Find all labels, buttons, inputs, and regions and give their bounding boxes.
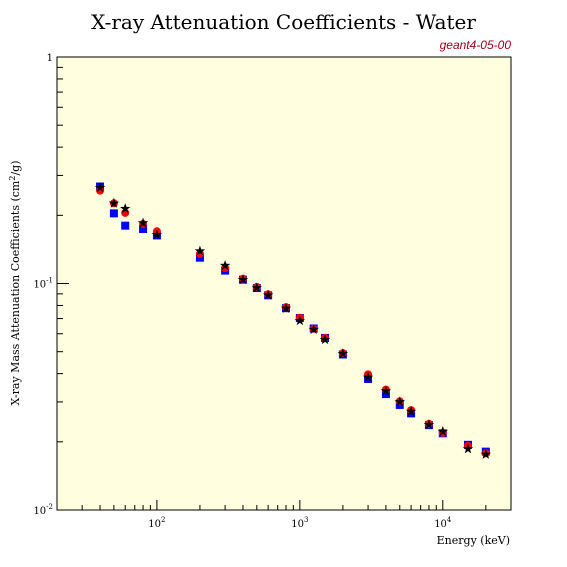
- data-point-star: [119, 203, 131, 214]
- data-point-star: [94, 182, 106, 193]
- x-tick-label-base: 10: [434, 519, 447, 530]
- y-axis-label-end: /g): [9, 160, 22, 175]
- data-point-star: [237, 274, 249, 285]
- x-tick-label-exp: 2: [161, 516, 165, 524]
- data-point-star: [394, 396, 405, 407]
- chart-title: X-ray Attenuation Coefficients - Water: [91, 10, 476, 34]
- y-tick-label: 10-2: [33, 503, 53, 517]
- x-tick-label-base: 10: [291, 519, 304, 530]
- y-axis-label: X-ray Mass Attenuation Coefficients (cm2…: [8, 160, 22, 405]
- data-point-star: [337, 348, 349, 359]
- y-axis-label-main: X-ray Mass Attenuation Coefficients (cm: [9, 180, 22, 405]
- data-point-star: [137, 217, 149, 228]
- data-point-star: [280, 302, 292, 313]
- x-tick-label: 104: [434, 516, 452, 530]
- data-point-square: [381, 390, 390, 399]
- data-point-star: [194, 245, 206, 256]
- data-point-star: [480, 448, 492, 459]
- data-point-star: [294, 315, 306, 326]
- plot-area: [56, 56, 512, 511]
- y-tick-label: 10-1: [33, 277, 53, 291]
- data-point-star: [251, 282, 263, 293]
- data-point-star: [308, 324, 319, 335]
- data-point-star: [437, 426, 449, 436]
- x-tick-label: 103: [291, 516, 308, 530]
- data-point-star: [362, 371, 374, 382]
- x-tick-label-exp: 3: [304, 516, 308, 524]
- x-tick-label: 102: [148, 516, 165, 530]
- data-point-star: [462, 443, 474, 454]
- data-point-square: [109, 209, 118, 218]
- x-axis-label: Energy (keV): [437, 534, 510, 547]
- data-point-star: [380, 385, 392, 396]
- data-point-star: [405, 406, 417, 417]
- y-tick-label-exp: -2: [46, 503, 53, 511]
- y-tick-label-exp: -1: [46, 277, 53, 285]
- x-tick-label-base: 10: [148, 519, 161, 530]
- data-point-star: [219, 260, 231, 271]
- data-point-star: [151, 229, 163, 240]
- data-point-square: [121, 221, 130, 230]
- y-tick-label-base: 10: [33, 506, 46, 517]
- data-points: [94, 182, 492, 459]
- data-point-square: [139, 225, 148, 234]
- x-tick-label-exp: 4: [447, 516, 452, 524]
- y-tick-label: 1: [47, 53, 53, 64]
- version-tag: geant4-05-00: [439, 38, 511, 52]
- y-axis-label-sup: 2: [8, 176, 17, 181]
- data-point-star: [108, 197, 120, 208]
- data-point-star: [423, 419, 435, 430]
- data-point-star: [319, 334, 331, 345]
- y-tick-label-base: 10: [33, 280, 46, 291]
- data-point-star: [262, 289, 274, 300]
